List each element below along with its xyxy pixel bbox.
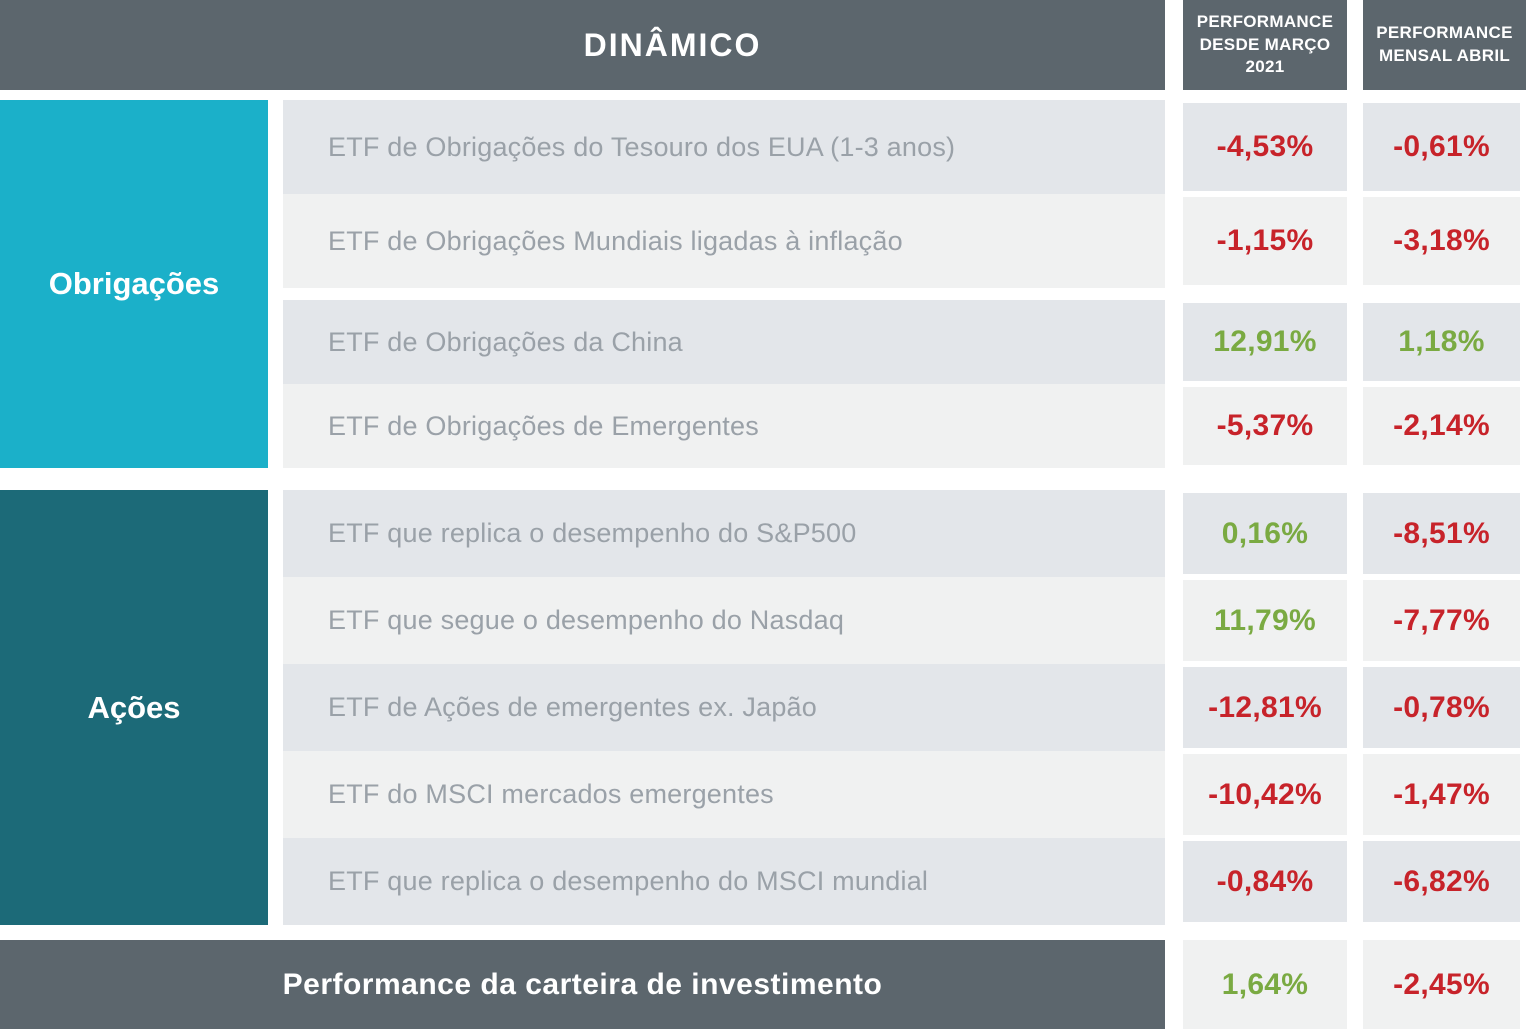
group-label-obrigacoes: Obrigações xyxy=(0,100,268,468)
etf-name: ETF que replica o desempenho do S&P500 xyxy=(283,490,1165,577)
column-header-since-march: PERFORMANCE DESDE MARÇO 2021 xyxy=(1183,0,1347,90)
april-value: -7,77% xyxy=(1363,580,1520,661)
since-march-value: -12,81% xyxy=(1183,667,1347,748)
etf-name: ETF que segue o desempenho do Nasdaq xyxy=(283,577,1165,664)
april-value: 1,18% xyxy=(1363,303,1520,381)
since-march-value: -5,37% xyxy=(1183,387,1347,465)
april-value: -1,47% xyxy=(1363,754,1520,835)
group-label-acoes: Ações xyxy=(0,490,268,925)
etf-name: ETF de Obrigações da China xyxy=(283,300,1165,384)
table-header-bar: DINÂMICO xyxy=(0,0,1165,90)
since-march-value: 0,16% xyxy=(1183,493,1347,574)
column-header-april: PERFORMANCE MENSAL ABRIL xyxy=(1363,0,1526,90)
since-march-value: -1,15% xyxy=(1183,197,1347,285)
footer-label: Performance da carteira de investimento xyxy=(282,967,883,1001)
april-value: -3,18% xyxy=(1363,197,1520,285)
etf-name: ETF de Obrigações Mundiais ligadas à inf… xyxy=(283,194,1165,288)
april-value: -2,14% xyxy=(1363,387,1520,465)
since-march-value: -0,84% xyxy=(1183,841,1347,922)
since-march-value: -10,42% xyxy=(1183,754,1347,835)
etf-name: ETF de Obrigações de Emergentes xyxy=(283,384,1165,468)
april-value: -0,78% xyxy=(1363,667,1520,748)
footer-april-value: -2,45% xyxy=(1363,940,1520,1029)
since-march-value: -4,53% xyxy=(1183,103,1347,191)
footer-bar: Performance da carteira de investimento xyxy=(0,940,1165,1029)
etf-name: ETF que replica o desempenho do MSCI mun… xyxy=(283,838,1165,925)
april-value: -8,51% xyxy=(1363,493,1520,574)
since-march-value: 12,91% xyxy=(1183,303,1347,381)
table-title: DINÂMICO xyxy=(583,26,762,63)
april-value: -0,61% xyxy=(1363,103,1520,191)
etf-name: ETF do MSCI mercados emergentes xyxy=(283,751,1165,838)
footer-since-march-value: 1,64% xyxy=(1183,940,1347,1029)
etf-name: ETF de Obrigações do Tesouro dos EUA (1-… xyxy=(283,100,1165,194)
april-value: -6,82% xyxy=(1363,841,1520,922)
etf-name: ETF de Ações de emergentes ex. Japão xyxy=(283,664,1165,751)
since-march-value: 11,79% xyxy=(1183,580,1347,661)
